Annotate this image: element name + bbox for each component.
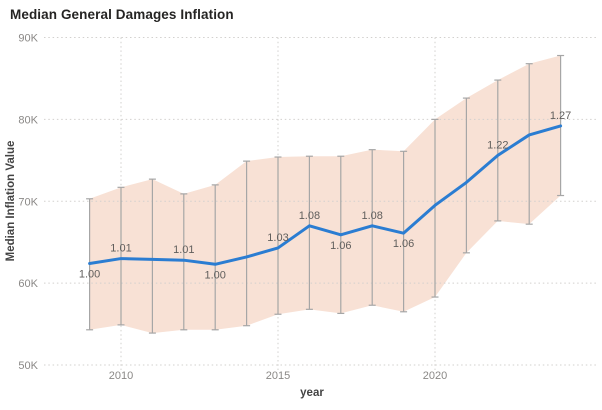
chart-title: Median General Damages Inflation (10, 7, 234, 22)
data-label: 1.03 (267, 232, 288, 244)
x-tick-label: 2020 (423, 370, 447, 382)
data-label: 1.00 (79, 268, 100, 280)
data-label: 1.27 (550, 110, 571, 122)
data-label: 1.06 (393, 238, 414, 250)
data-label: 1.06 (330, 240, 351, 252)
y-tick-label: 50K (18, 360, 38, 372)
y-tick-label: 80K (18, 114, 38, 126)
data-label: 1.08 (299, 210, 320, 222)
y-tick-label: 60K (18, 278, 38, 290)
y-axis-title: Median Inflation Value (5, 141, 17, 262)
x-tick-label: 2015 (266, 370, 290, 382)
data-label: 1.22 (487, 139, 508, 151)
data-label: 1.01 (173, 244, 194, 256)
trend-line (88, 124, 563, 266)
data-label: 1.01 (110, 243, 131, 255)
y-tick-label: 70K (18, 196, 38, 208)
x-axis-title: year (300, 387, 324, 399)
y-tick-label: 90K (18, 33, 38, 45)
data-label: 1.08 (361, 210, 382, 222)
confidence-band (89, 55, 561, 334)
data-label: 1.00 (204, 269, 225, 281)
x-tick-label: 2010 (109, 370, 133, 382)
